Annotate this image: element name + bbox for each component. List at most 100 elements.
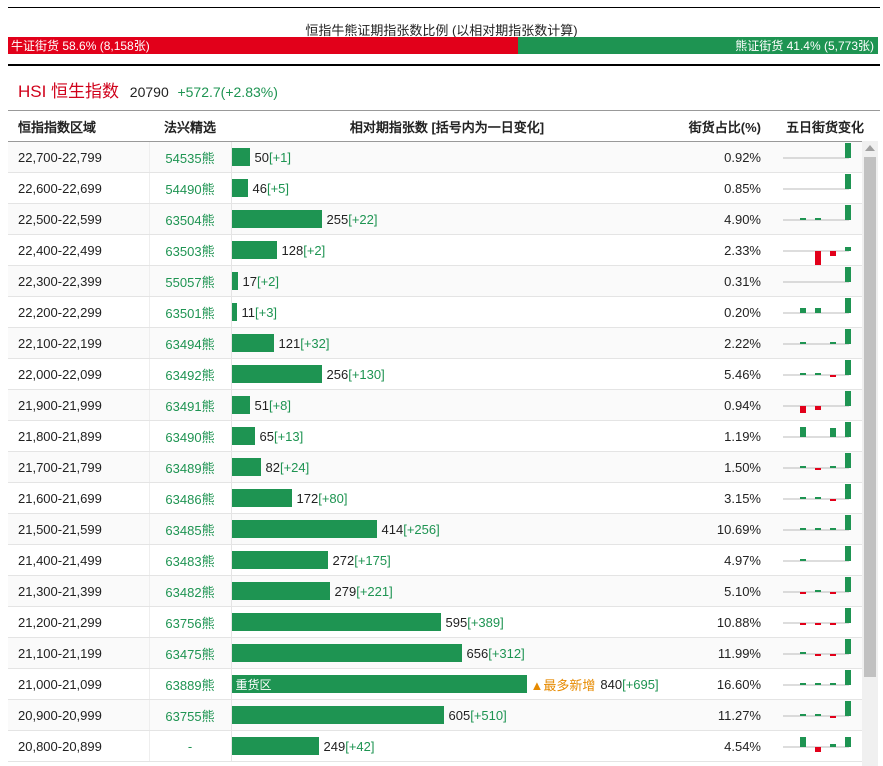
table-row: 20,900-20,999 63755熊 605 [+510] 11.27% bbox=[8, 699, 877, 731]
five-day-sparkline bbox=[783, 174, 851, 190]
table-row: 22,100-22,199 63494熊 121 [+32] 2.22% bbox=[8, 327, 877, 359]
five-day-sparkline bbox=[783, 143, 851, 159]
pick-code-link[interactable]: 63491熊 bbox=[148, 389, 231, 421]
pick-code-link[interactable]: 63756熊 bbox=[148, 606, 231, 638]
contracts-bar bbox=[231, 179, 248, 197]
contracts-bar-wrap: 17 [+2] bbox=[231, 272, 664, 290]
contracts-cell: 272 [+175] bbox=[230, 544, 663, 576]
zone-cell: 22,100-22,199 bbox=[8, 327, 149, 359]
five-day-sparkline-cell bbox=[773, 141, 877, 173]
zone-cell: 21,500-21,599 bbox=[8, 513, 149, 545]
sparkline-bar bbox=[815, 251, 821, 265]
contracts-cell: 82 [+24] bbox=[230, 451, 663, 483]
pick-code-link[interactable]: 63755熊 bbox=[148, 699, 231, 731]
five-day-sparkline bbox=[783, 577, 851, 594]
contracts-cell: 172 [+80] bbox=[230, 482, 663, 514]
sparkline-bar bbox=[800, 528, 806, 530]
pick-code-link[interactable]: 63492熊 bbox=[148, 358, 231, 390]
sparkline-bar bbox=[845, 174, 851, 189]
sparkline-bar bbox=[815, 654, 821, 656]
daily-change-value: [+221] bbox=[356, 583, 393, 599]
ratio-title: 恒指牛熊证期指张数比例 (以相对期指张数计算) bbox=[0, 20, 883, 39]
pick-code-link[interactable]: 63501熊 bbox=[148, 296, 231, 328]
share-cell: 5.46% bbox=[663, 358, 773, 390]
sparkline-bar bbox=[830, 499, 836, 501]
pick-code-link[interactable]: 63482熊 bbox=[148, 575, 231, 607]
contracts-cell: 605 [+510] bbox=[230, 699, 664, 731]
scroll-up-arrow-icon[interactable] bbox=[865, 145, 875, 151]
table-row: 22,500-22,599 63504熊 255 [+22] 4.90% bbox=[8, 203, 877, 235]
contracts-cell: 414 [+256] bbox=[230, 513, 663, 545]
contracts-bar-wrap: 279 [+221] bbox=[231, 582, 664, 600]
sparkline-bar bbox=[800, 714, 806, 716]
contracts-bar-wrap: 46 [+5] bbox=[231, 179, 664, 197]
share-cell: 10.88% bbox=[663, 606, 773, 638]
pick-code-link[interactable]: 63889熊 bbox=[148, 668, 231, 700]
five-day-sparkline-cell bbox=[773, 172, 877, 204]
zone-cell: 22,300-22,399 bbox=[8, 265, 149, 297]
ratio-title-text: 恒指牛熊证期指张数比例 bbox=[305, 23, 452, 38]
pick-code-link[interactable]: 63494熊 bbox=[148, 327, 231, 359]
contracts-value: 172 bbox=[296, 490, 319, 506]
five-day-sparkline-cell bbox=[773, 730, 877, 762]
sparkline-bar bbox=[815, 590, 821, 592]
contracts-cell: 11 [+3] bbox=[230, 296, 663, 328]
pick-code-link[interactable]: 55057熊 bbox=[148, 265, 231, 297]
share-cell: 16.60% bbox=[663, 668, 773, 700]
zone-cell: 22,700-22,799 bbox=[8, 141, 149, 173]
five-day-sparkline-cell bbox=[773, 234, 877, 266]
sparkline-bar bbox=[800, 406, 806, 413]
sparkline-bar bbox=[845, 391, 851, 406]
table-row: 21,400-21,499 63483熊 272 [+175] 4.97% bbox=[8, 544, 877, 576]
vertical-scrollbar[interactable] bbox=[862, 141, 878, 766]
sparkline-bar bbox=[815, 308, 821, 313]
pick-code-link[interactable]: 54490熊 bbox=[148, 172, 231, 204]
contracts-cell: 256 [+130] bbox=[230, 358, 663, 390]
scrollbar-thumb[interactable] bbox=[864, 157, 876, 677]
daily-change-value: [+32] bbox=[300, 335, 330, 351]
contracts-bar-wrap: 128 [+2] bbox=[231, 241, 664, 259]
contracts-value: 82 bbox=[265, 459, 280, 475]
share-cell: 3.15% bbox=[663, 482, 773, 514]
sparkline-bar bbox=[845, 670, 851, 685]
contracts-value: 128 bbox=[281, 242, 304, 258]
sparkline-bar bbox=[800, 683, 806, 685]
five-day-sparkline bbox=[783, 737, 851, 752]
contracts-bar bbox=[231, 365, 322, 383]
five-day-sparkline bbox=[783, 267, 851, 283]
table-row: 22,300-22,399 55057熊 17 [+2] 0.31% bbox=[8, 265, 877, 297]
contracts-cell: 50 [+1] bbox=[230, 141, 663, 173]
pick-code-link[interactable]: 54535熊 bbox=[148, 141, 231, 173]
pick-code-link[interactable]: 63490熊 bbox=[148, 420, 231, 452]
sparkline-bar bbox=[830, 683, 836, 685]
sparkline-bar bbox=[830, 428, 836, 437]
contracts-value: 272 bbox=[332, 552, 355, 568]
contracts-bar bbox=[231, 458, 261, 476]
five-day-sparkline-cell bbox=[773, 699, 877, 731]
pick-code-link[interactable]: 63504熊 bbox=[148, 203, 231, 235]
five-day-sparkline-cell bbox=[773, 265, 877, 297]
pick-code-link[interactable]: 63485熊 bbox=[148, 513, 231, 545]
pick-code-link: - bbox=[148, 730, 231, 762]
zone-cell: 20,900-20,999 bbox=[8, 699, 149, 731]
pick-code-link[interactable]: 63489熊 bbox=[148, 451, 231, 483]
pick-code-link[interactable]: 63486熊 bbox=[148, 482, 231, 514]
contracts-bar bbox=[231, 303, 237, 321]
contracts-bar bbox=[231, 334, 274, 352]
five-day-sparkline-cell bbox=[773, 637, 877, 669]
sparkline-bar bbox=[830, 375, 836, 377]
contracts-cell: 279 [+221] bbox=[230, 575, 664, 607]
contracts-value: 17 bbox=[242, 273, 257, 289]
bear-share-label: 熊证街货 41.4% (5,773张) bbox=[735, 39, 874, 53]
pick-code-link[interactable]: 63475熊 bbox=[148, 637, 231, 669]
pick-code-link[interactable]: 63503熊 bbox=[148, 234, 231, 266]
five-day-sparkline bbox=[783, 639, 851, 656]
contracts-bar bbox=[231, 396, 250, 414]
five-day-sparkline bbox=[783, 329, 851, 345]
sparkline-bar bbox=[830, 466, 836, 468]
contracts-value: 50 bbox=[254, 149, 269, 165]
pick-code-link[interactable]: 63483熊 bbox=[148, 544, 231, 576]
sparkline-bar bbox=[845, 484, 851, 499]
contracts-bar-wrap: 656 [+312] bbox=[231, 644, 664, 662]
contracts-bar-wrap: 605 [+510] bbox=[231, 706, 664, 724]
